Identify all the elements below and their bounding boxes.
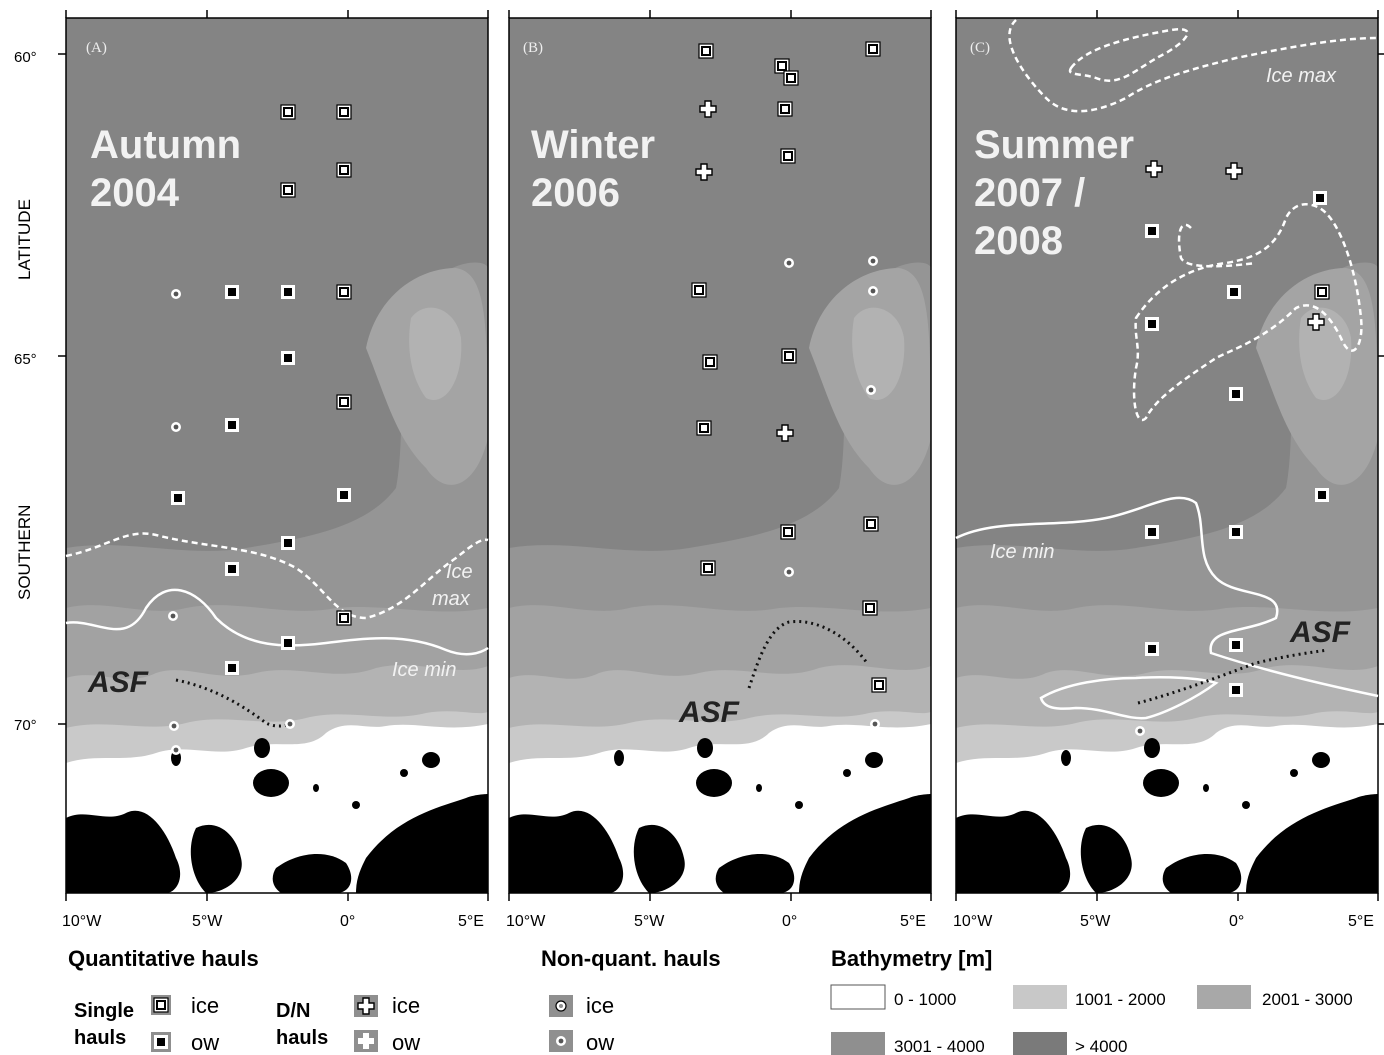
- panel-tag-a: (A): [86, 40, 107, 56]
- y-axis-title-southern: SOUTHERN: [15, 505, 34, 600]
- ice-max-label-c: Ice max: [1266, 65, 1337, 87]
- ice-min-label-a: Ice min: [392, 659, 456, 681]
- ice-min-label-c: Ice min: [990, 541, 1054, 563]
- ice-max-label-a-2: max: [432, 588, 471, 610]
- lon-tick-b-5w: 5°W: [634, 913, 665, 930]
- bathy-swatch-2: [1197, 985, 1251, 1009]
- map-panel-b: (B) Winter 2006 ASF: [508, 10, 932, 901]
- bathy-label-3: 3001 - 4000: [894, 1037, 985, 1055]
- bathy-swatch-1: [1013, 985, 1067, 1009]
- lat-tick-65: 65°: [14, 351, 37, 368]
- legend-single-label-1: Single: [74, 1000, 134, 1022]
- lat-tick-60: 60°: [14, 49, 37, 66]
- bathy-label-4: > 4000: [1075, 1037, 1127, 1055]
- legend-nonquant-ice-icon: [549, 995, 573, 1017]
- lon-tick-c-10w: 10°W: [953, 913, 993, 930]
- lon-tick-a-5e: 5°E: [458, 913, 484, 930]
- bathy-swatch-4: [1013, 1032, 1067, 1055]
- lon-tick-b-5e: 5°E: [900, 913, 926, 930]
- legend-single-ow: ow: [191, 1030, 219, 1055]
- lon-tick-b-10w: 10°W: [506, 913, 546, 930]
- map-panel-a: (A) Autumn 2004 Ice max Ice min ASF: [58, 10, 489, 901]
- lon-tick-c-5e: 5°E: [1348, 913, 1374, 930]
- bathy-label-2: 2001 - 3000: [1262, 990, 1353, 1009]
- lon-tick-c-5w: 5°W: [1080, 913, 1111, 930]
- legend-dn-ice-icon: [354, 995, 378, 1017]
- bathy-swatch-3: [831, 1032, 885, 1055]
- legend-single-ow-icon: [151, 1032, 171, 1052]
- ice-max-label-a-1: Ice: [446, 561, 473, 583]
- panel-title-a-1: Autumn: [90, 123, 241, 167]
- legend-dn-label-1: D/N: [276, 1000, 310, 1022]
- lon-tick-a-0: 0°: [340, 913, 355, 930]
- legend-nonquant-title: Non-quant. hauls: [541, 946, 721, 971]
- panel-title-c-3: 2008: [974, 219, 1063, 263]
- legend-nonquant-ice: ice: [586, 993, 614, 1018]
- lon-tick-c-0: 0°: [1229, 913, 1244, 930]
- panel-title-b-2: 2006: [531, 171, 620, 215]
- legend: Quantitative hauls Single hauls ice ow D…: [68, 946, 1353, 1055]
- asf-label-c: ASF: [1289, 616, 1351, 649]
- panel-title-b-1: Winter: [531, 123, 655, 167]
- asf-label-a: ASF: [87, 666, 149, 699]
- legend-bathy-title: Bathymetry [m]: [831, 946, 992, 971]
- legend-single-label-2: hauls: [74, 1027, 126, 1049]
- panel-title-a-2: 2004: [90, 171, 180, 215]
- legend-quant-title: Quantitative hauls: [68, 946, 259, 971]
- legend-single-ice-icon: [151, 995, 171, 1015]
- lon-tick-a-5w: 5°W: [192, 913, 223, 930]
- legend-dn-label-2: hauls: [276, 1027, 328, 1049]
- panel-tag-c: (C): [970, 40, 990, 56]
- legend-nonquant-ow-icon: [549, 1030, 573, 1052]
- legend-dn-ow: ow: [392, 1030, 420, 1055]
- y-axis-title-latitude: LATITUDE: [15, 199, 34, 280]
- bathy-label-0: 0 - 1000: [894, 990, 956, 1009]
- asf-label-b: ASF: [678, 696, 740, 729]
- panel-title-c-1: Summer: [974, 123, 1134, 167]
- panel-tag-b: (B): [523, 40, 543, 56]
- lat-tick-70: 70°: [14, 717, 37, 734]
- legend-dn-ow-icon: [354, 1030, 378, 1052]
- bathy-label-1: 1001 - 2000: [1075, 990, 1166, 1009]
- bathy-swatch-0: [830, 984, 886, 1010]
- legend-single-ice: ice: [191, 993, 219, 1018]
- legend-nonquant-ow: ow: [586, 1030, 614, 1055]
- lon-tick-b-0: 0°: [782, 913, 797, 930]
- map-panel-c: (C) Summer 2007 / 2008 Ice max Ice min A…: [955, 10, 1384, 901]
- lon-tick-a-10w: 10°W: [62, 913, 102, 930]
- legend-dn-ice: ice: [392, 993, 420, 1018]
- panel-title-c-2: 2007 /: [974, 171, 1085, 215]
